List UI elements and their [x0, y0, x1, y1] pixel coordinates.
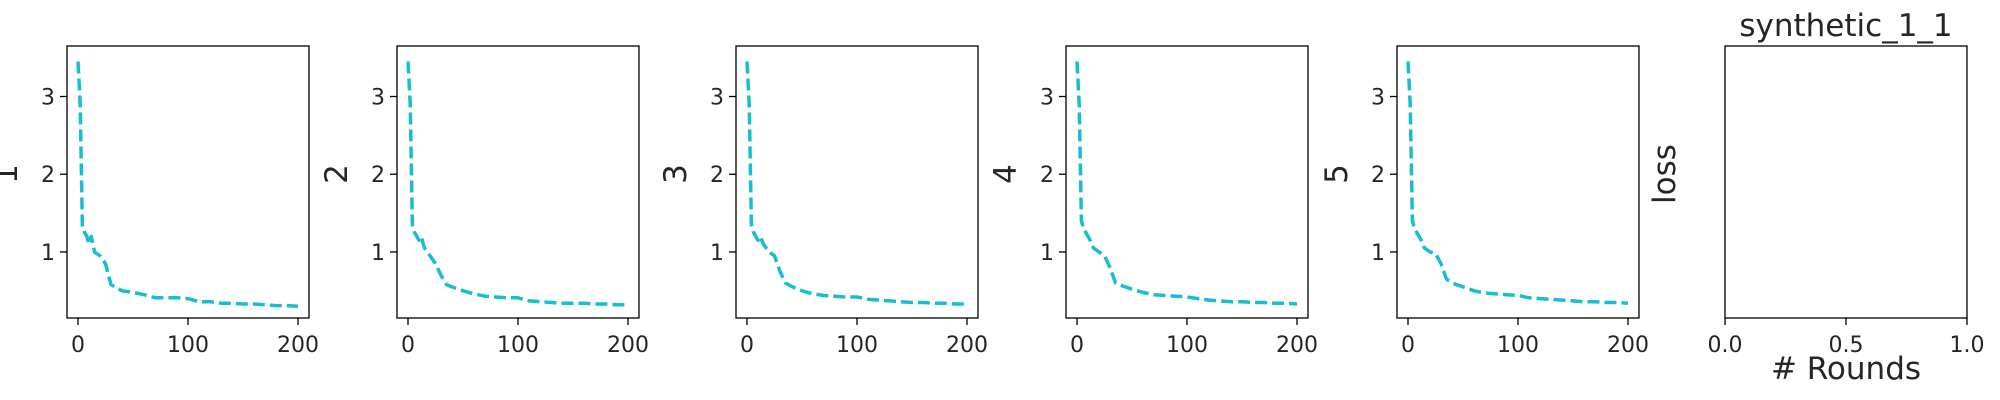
- y-tick-label: 3: [1040, 86, 1054, 111]
- x-tick-label: 200: [946, 333, 988, 358]
- y-axis-label: 4: [988, 164, 1024, 184]
- axes-frame: [1396, 45, 1640, 319]
- x-tick-label: 200: [1607, 333, 1649, 358]
- axes-frame: [1065, 45, 1309, 319]
- x-tick-label: 100: [1166, 333, 1208, 358]
- x-tick-label: 1.0: [1950, 333, 1985, 358]
- x-tick-label: 200: [277, 333, 319, 358]
- x-tick-label: 0: [740, 333, 754, 358]
- series-line-1: [406, 61, 628, 307]
- y-tick-label: 1: [710, 241, 724, 266]
- x-tick-label: 0: [401, 333, 415, 358]
- axes-frame: [396, 45, 640, 319]
- y-tick-label: 2: [1371, 163, 1385, 188]
- subplot-2: 0 100 200 1 2 3 2: [319, 45, 649, 358]
- x-tick-label: 100: [497, 333, 539, 358]
- y-tick-label: 2: [710, 163, 724, 188]
- y-tick-label: 2: [41, 163, 55, 188]
- x-tick-label: 100: [167, 333, 209, 358]
- y-tick-label: 1: [371, 241, 385, 266]
- x-tick-label: 100: [836, 333, 878, 358]
- y-axis-label: 5: [1319, 164, 1355, 184]
- axes-frame: [735, 45, 979, 319]
- y-tick-label: 2: [1040, 163, 1054, 188]
- x-tick-label: 0.5: [1829, 333, 1864, 358]
- x-tick-label: 200: [607, 333, 649, 358]
- y-tick-label: 3: [710, 86, 724, 111]
- series-line-1: [76, 61, 299, 309]
- subplot-1: 01002001231: [0, 45, 319, 358]
- subplot-6: 0.0 0.5 1.0 loss # Rounds synthetic_1_1: [1647, 8, 1985, 387]
- x-tick-label: 0: [1070, 333, 1084, 358]
- x-tick-label: 200: [1276, 333, 1318, 358]
- y-tick-label: 1: [1371, 241, 1385, 266]
- series-line-1: [1075, 61, 1298, 306]
- axes-frame: [1724, 45, 1968, 319]
- x-tick-label: 100: [1497, 333, 1539, 358]
- y-axis-label: loss: [1647, 144, 1683, 204]
- series-line-1: [1406, 61, 1629, 305]
- y-axis-label: 1: [0, 164, 25, 184]
- series-line-1: [745, 61, 967, 306]
- subplot-5: 0 100 200 1 2 3 5: [1319, 45, 1649, 358]
- x-axis-label: # Rounds: [1771, 351, 1921, 387]
- chart-title: synthetic_1_1: [1739, 8, 1952, 44]
- subplot-4: 0 100 200 1 2 3 4: [988, 45, 1318, 358]
- y-axis-label: 3: [658, 164, 694, 184]
- x-tick-label: 0: [1401, 333, 1415, 358]
- y-axis-label: 2: [319, 164, 355, 184]
- x-tick-label: 0.0: [1708, 333, 1743, 358]
- x-tick-label: 0: [71, 333, 85, 358]
- axes-frame: [66, 45, 310, 319]
- y-tick-label: 1: [41, 241, 55, 266]
- y-tick-label: 3: [1371, 86, 1385, 111]
- y-tick-label: 3: [41, 86, 55, 111]
- y-tick-label: 3: [371, 86, 385, 111]
- y-tick-label: 1: [1040, 241, 1054, 266]
- y-tick-label: 2: [371, 163, 385, 188]
